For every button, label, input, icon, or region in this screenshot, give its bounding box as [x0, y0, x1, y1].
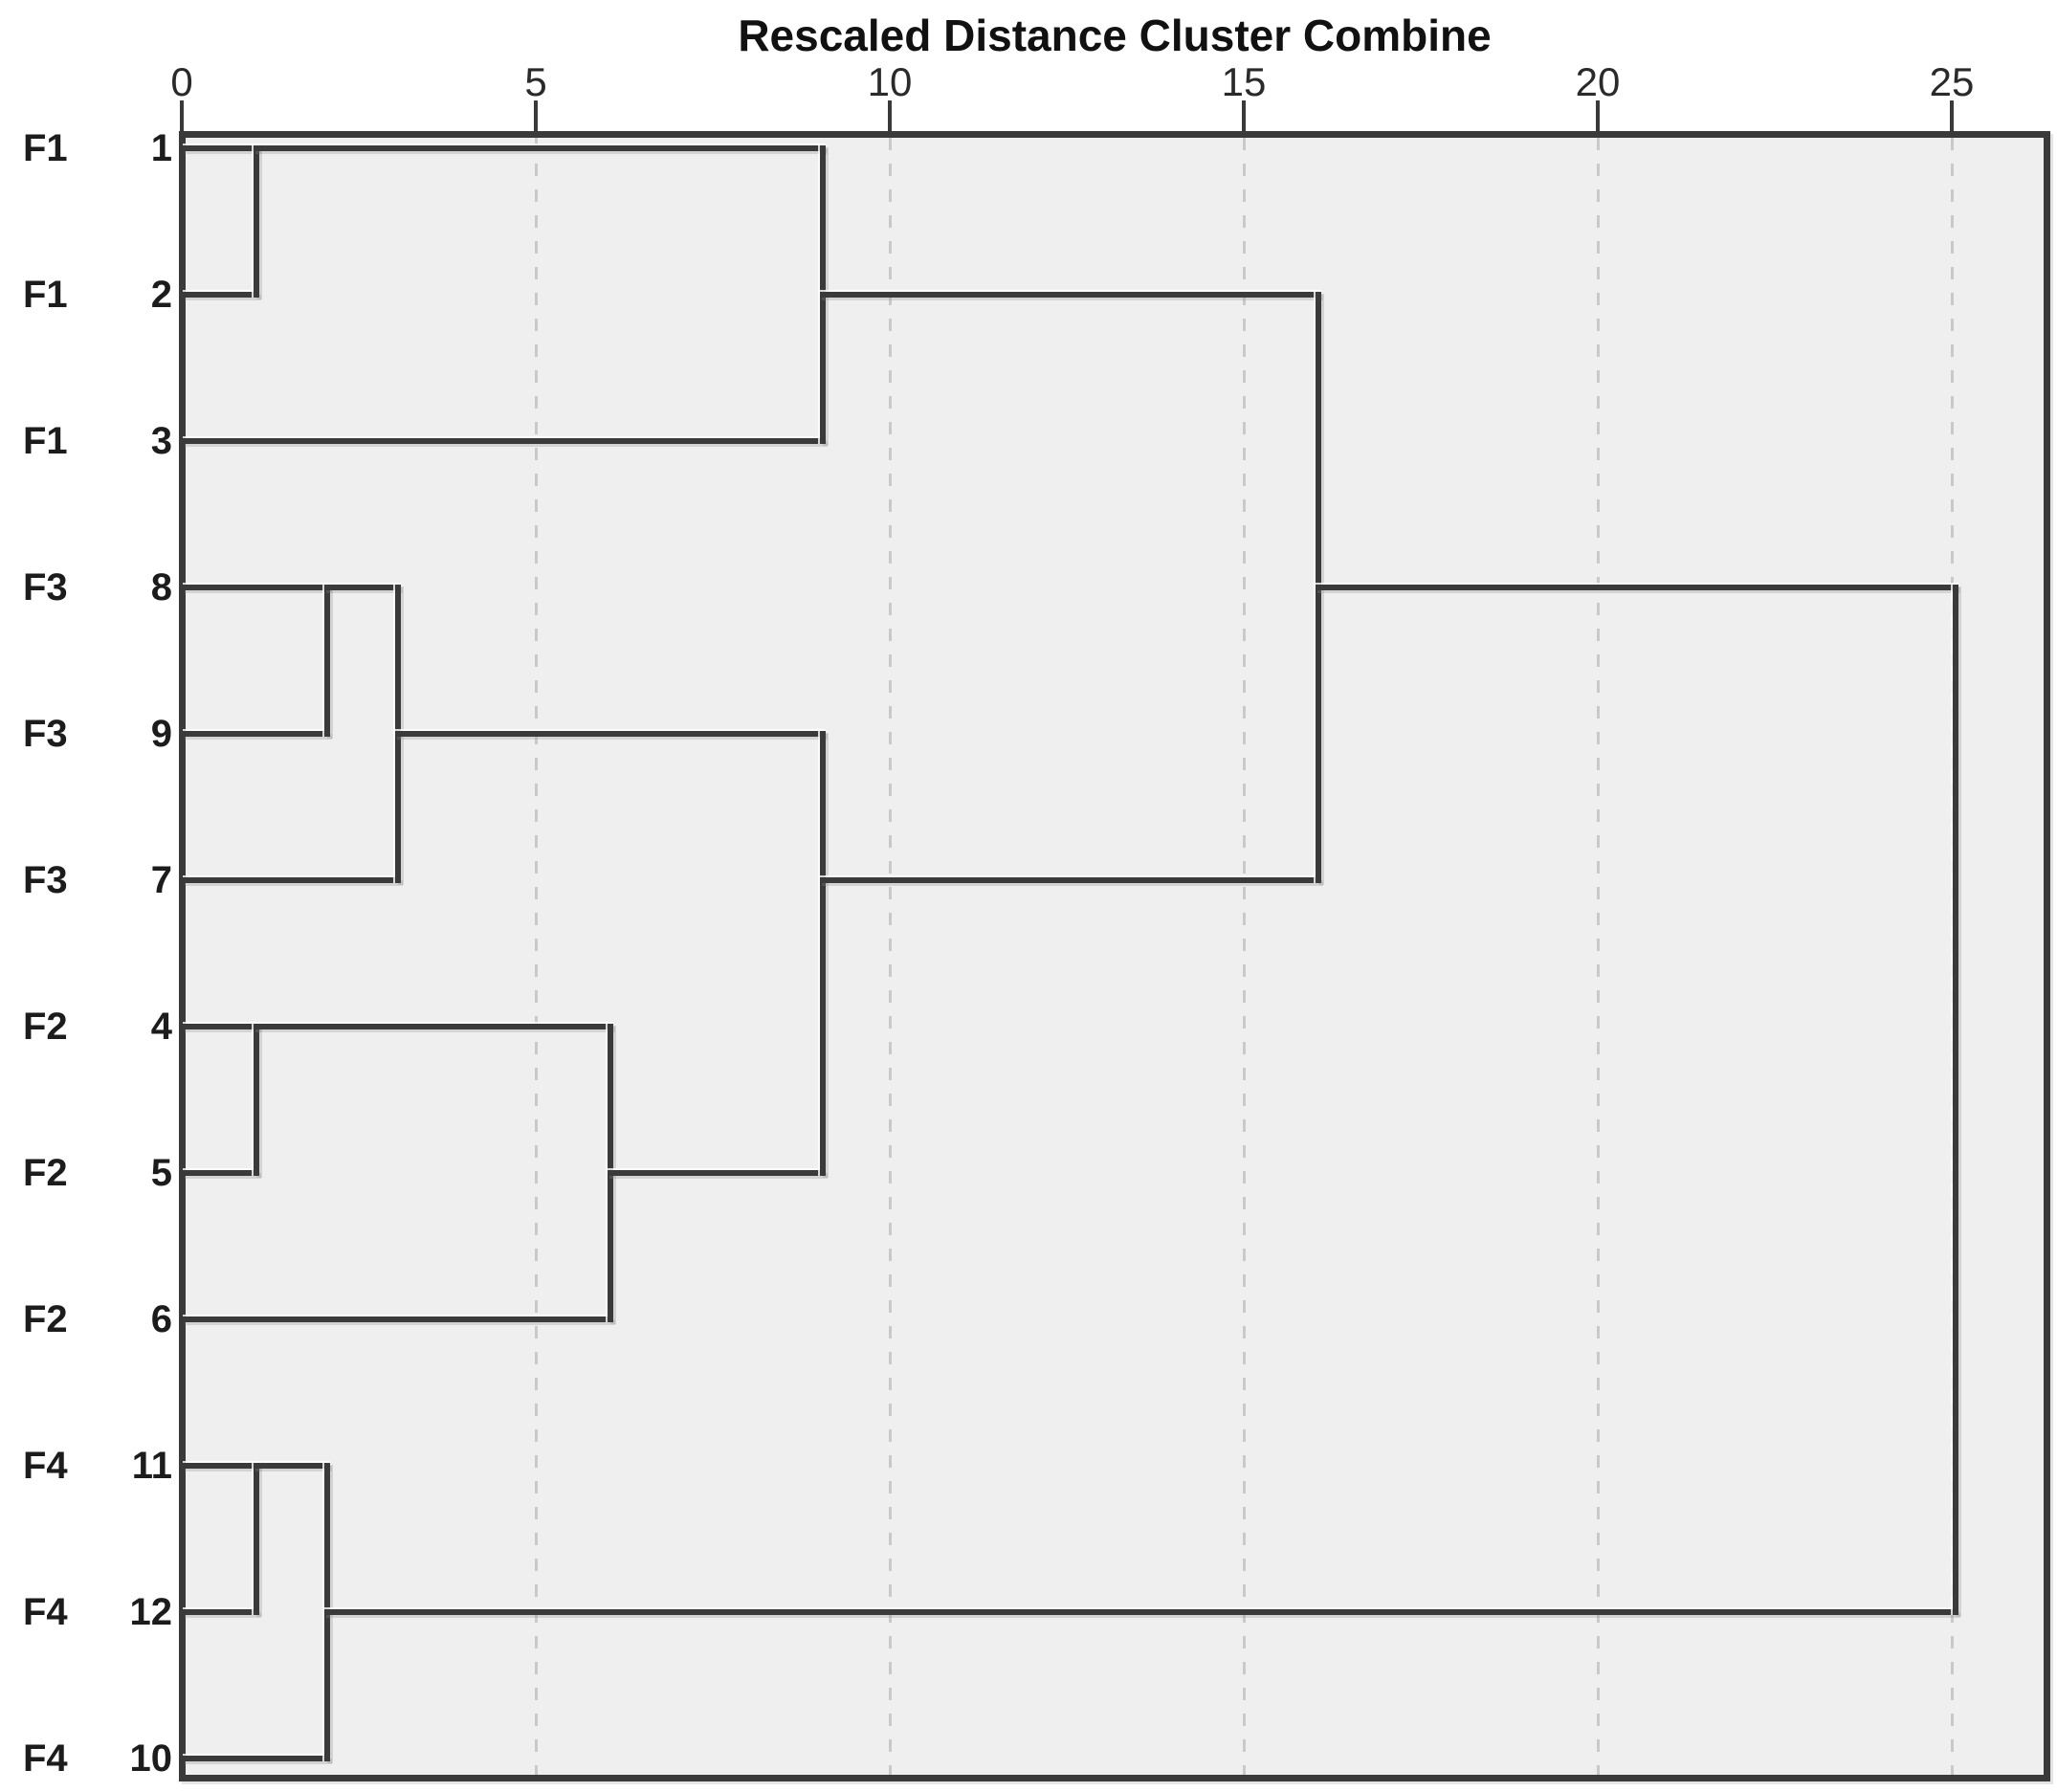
- axis-tick-label: 15: [1221, 59, 1267, 104]
- leaf-case-label: 1: [150, 127, 172, 169]
- gridline: [535, 138, 538, 1775]
- leaf-case-label: 9: [150, 713, 172, 755]
- dendrogram-link-h: [183, 1609, 259, 1615]
- dendrogram-link-h: [324, 585, 401, 590]
- leaf-case-label: 6: [150, 1298, 172, 1340]
- gridline: [1597, 138, 1600, 1775]
- axis-tick-mark: [1596, 100, 1600, 131]
- chart-title: Rescaled Distance Cluster Combine: [738, 11, 1492, 60]
- leaf-case-label: 11: [131, 1445, 172, 1487]
- leaf-case-label: 7: [150, 859, 172, 901]
- leaf-case-label: 3: [150, 420, 172, 462]
- leaf-case-label: 2: [150, 274, 172, 316]
- dendrogram-link-h: [820, 877, 1321, 883]
- gridline: [1951, 138, 1954, 1775]
- dendrogram-link-h: [183, 1463, 259, 1469]
- dendrogram-link-v: [254, 1463, 259, 1615]
- dendrogram-link-h: [1316, 585, 1958, 590]
- leaf-group-label: F4: [23, 1737, 68, 1780]
- dendrogram-link-h: [820, 292, 1321, 298]
- plot-area: [179, 131, 2050, 1781]
- dendrogram-link-h: [183, 145, 259, 151]
- dendrogram-link-v: [324, 585, 330, 737]
- axis-tick-mark: [534, 100, 538, 131]
- dendrogram-link-h: [254, 1024, 613, 1029]
- axis-tick-mark: [1242, 100, 1246, 131]
- axis-tick-label: 0: [170, 59, 193, 104]
- axis-tick-label: 20: [1575, 59, 1621, 104]
- dendrogram-link-h: [183, 731, 330, 737]
- leaf-case-label: 4: [150, 1006, 172, 1048]
- dendrogram-link-h: [183, 877, 401, 883]
- dendrogram-link-h: [183, 438, 826, 444]
- dendrogram-link-h: [183, 1024, 259, 1029]
- dendrogram-link-h: [183, 1170, 259, 1176]
- gridline: [1243, 138, 1246, 1775]
- dendrogram-link-v: [254, 1024, 259, 1176]
- dendrogram-link-v: [820, 731, 826, 1176]
- dendrogram-link-v: [254, 145, 259, 298]
- leaf-group-label: F3: [23, 566, 68, 608]
- axis-tick-label: 25: [1929, 59, 1975, 104]
- dendrogram-link-h: [395, 731, 826, 737]
- leaf-group-label: F2: [23, 1298, 68, 1340]
- gridline: [889, 138, 892, 1775]
- dendrogram-link-h: [183, 292, 259, 298]
- leaf-group-label: F3: [23, 859, 68, 901]
- dendrogram-link-h: [254, 1463, 330, 1469]
- axis-tick-mark: [1950, 100, 1954, 131]
- axis-tick-label: 5: [524, 59, 547, 104]
- leaf-case-label: 5: [150, 1152, 172, 1194]
- leaf-group-label: F2: [23, 1152, 68, 1194]
- leaf-group-label: F2: [23, 1006, 68, 1048]
- leaf-case-label: 12: [129, 1591, 173, 1633]
- leaf-case-label: 10: [129, 1737, 173, 1780]
- leaf-group-label: F1: [23, 127, 68, 169]
- dendrogram-link-h: [254, 145, 826, 151]
- axis-tick-mark: [180, 100, 184, 131]
- dendrogram-link-h: [183, 585, 330, 590]
- leaf-case-label: 8: [150, 566, 172, 608]
- dendrogram-link-h: [324, 1609, 1958, 1615]
- dendrogram-link-h: [608, 1170, 826, 1176]
- leaf-group-label: F3: [23, 713, 68, 755]
- dendrogram-link-h: [183, 1756, 330, 1761]
- dendrogram-link-h: [183, 1316, 613, 1322]
- axis-tick-label: 10: [867, 59, 913, 104]
- leaf-group-label: F4: [23, 1591, 68, 1633]
- dendrogram-link-v: [1953, 585, 1958, 1615]
- leaf-group-label: F1: [23, 420, 68, 462]
- axis-tick-mark: [888, 100, 892, 131]
- leaf-group-label: F4: [23, 1445, 68, 1487]
- leaf-group-label: F1: [23, 274, 68, 316]
